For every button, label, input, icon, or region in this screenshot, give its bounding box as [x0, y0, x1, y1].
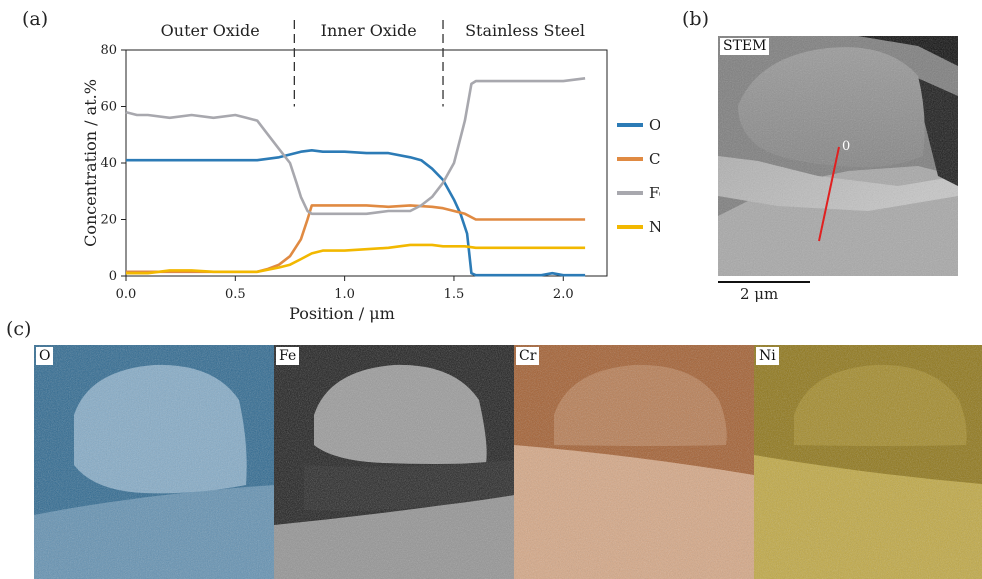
edx-map-fe: Fe	[274, 345, 514, 579]
x-tick-label: 2.0	[553, 287, 574, 302]
line-scan-start-label: 0	[842, 139, 850, 154]
edx-map-fe-tag: Fe	[276, 347, 300, 365]
y-tick-label: 20	[100, 213, 117, 228]
stem-tag: STEM	[720, 38, 770, 55]
x-tick-label: 0.5	[225, 287, 246, 302]
x-axis-label: Position / μm	[289, 304, 395, 323]
edx-map-cr: Cr	[514, 345, 754, 579]
edx-map-cr-image	[514, 345, 754, 579]
edx-map-ni-image	[754, 345, 982, 579]
edx-map-cr-tag: Cr	[516, 347, 540, 365]
panel-label-b: (b)	[682, 8, 709, 30]
y-tick-label: 60	[100, 100, 117, 115]
legend-label-cr: Cr	[649, 150, 660, 168]
y-tick-label: 40	[100, 156, 117, 171]
series-line-fe	[125, 77, 586, 216]
stem-image: 0 STEM	[718, 36, 958, 276]
plot-frame	[125, 49, 608, 277]
legend-label-fe: Fe	[649, 184, 660, 202]
x-tick-label: 1.5	[444, 287, 465, 302]
y-tick-label: 0	[109, 269, 117, 284]
concentration-chart: Outer Oxide Inner Oxide Stainless Steel 0.…	[81, 20, 660, 323]
series-line-cr	[126, 204, 586, 274]
y-axis-label: Concentration / at.%	[81, 79, 100, 247]
region-label: Outer Oxide	[161, 21, 260, 40]
y-tick-label: 80	[100, 43, 117, 58]
x-tick-label: 0.0	[116, 287, 137, 302]
edx-map-o-tag: O	[36, 347, 54, 365]
edx-map-ni: Ni	[754, 345, 982, 579]
edx-map-o: O	[34, 345, 274, 579]
stem-micrograph: 0	[718, 36, 958, 276]
edx-map-ni-tag: Ni	[756, 347, 779, 365]
edx-map-fe-image	[274, 345, 514, 579]
panel-label-a: (a)	[22, 8, 49, 30]
region-label: Stainless Steel	[465, 21, 585, 40]
line-scan-marker	[818, 146, 840, 242]
legend-label-o: O	[649, 116, 660, 134]
series-line-o	[126, 149, 586, 277]
legend-label-ni: Ni	[649, 218, 660, 236]
panel-label-c: (c)	[6, 318, 32, 340]
region-label: Inner Oxide	[321, 21, 417, 40]
edx-map-o-image	[34, 345, 274, 579]
scale-bar-label: 2 μm	[740, 285, 779, 303]
series-line-ni	[126, 243, 586, 275]
x-tick-label: 1.0	[334, 287, 355, 302]
scale-bar	[718, 281, 810, 283]
